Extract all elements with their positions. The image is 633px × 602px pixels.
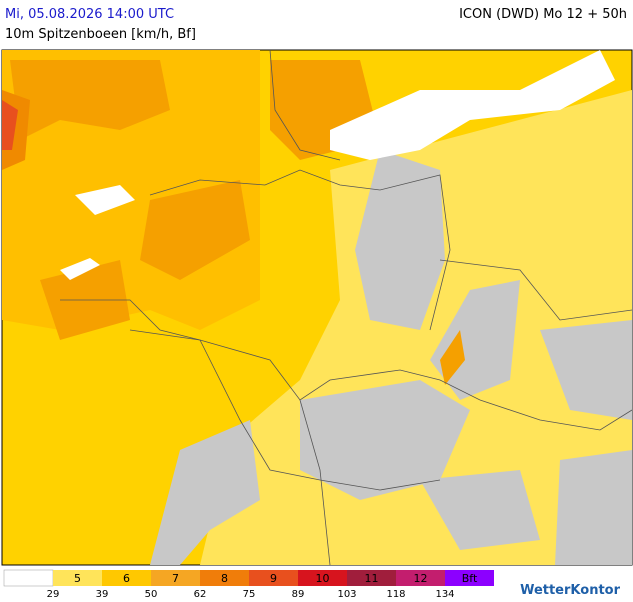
gray-area [540, 320, 632, 420]
legend-threshold-label: 134 [435, 589, 454, 600]
gray-area [420, 470, 540, 550]
legend-threshold-label: 118 [386, 589, 405, 600]
legend-threshold-label: 50 [145, 589, 158, 600]
model-label: ICON (DWD) Mo 12 + 50h [459, 7, 627, 22]
legend-class-label: 10 [316, 572, 330, 585]
legend-threshold-label: 75 [243, 589, 256, 600]
legend-class-label: 12 [414, 572, 428, 585]
legend-class-label: 9 [270, 572, 277, 585]
legend-threshold-label: 39 [96, 589, 109, 600]
legend-class-label: 11 [365, 572, 379, 585]
legend-class-label: 7 [172, 572, 179, 585]
sea-ice [330, 50, 615, 160]
legend-class-label: 6 [123, 572, 130, 585]
legend-swatch [298, 570, 347, 586]
legend-swatch [53, 570, 102, 586]
legend-class-label: 5 [74, 572, 81, 585]
sea-ice [75, 185, 135, 215]
borders [60, 49, 633, 566]
gray-area [300, 380, 470, 500]
legend-threshold-label: 89 [292, 589, 305, 600]
legend-swatch [347, 570, 396, 586]
legend-swatch [102, 570, 151, 586]
legend-swatch [445, 570, 494, 586]
subtitle: 10m Spitzenboeen [km/h, Bf] [5, 27, 196, 42]
legend-class-label: 8 [221, 572, 228, 585]
legend-swatch [396, 570, 445, 586]
region [10, 60, 170, 140]
legend-swatch [200, 570, 249, 586]
region [2, 100, 18, 150]
date-label: Mi, 05.08.2026 14:00 UTC [5, 7, 175, 22]
legend-threshold-label: 62 [194, 589, 207, 600]
gray-area [150, 420, 260, 565]
legend-threshold-label: 103 [337, 589, 356, 600]
gray-area [555, 450, 632, 565]
gray-area [355, 150, 445, 330]
legend-swatch [151, 570, 200, 586]
legend-swatch [249, 570, 298, 586]
legend-class-label: Bft [462, 572, 478, 585]
sea-ice [60, 258, 100, 280]
brand-logo: WetterKontor [520, 583, 621, 598]
legend-threshold-label: 29 [47, 589, 60, 600]
region [440, 330, 465, 385]
legend-swatch [3, 569, 54, 587]
region [140, 180, 250, 280]
